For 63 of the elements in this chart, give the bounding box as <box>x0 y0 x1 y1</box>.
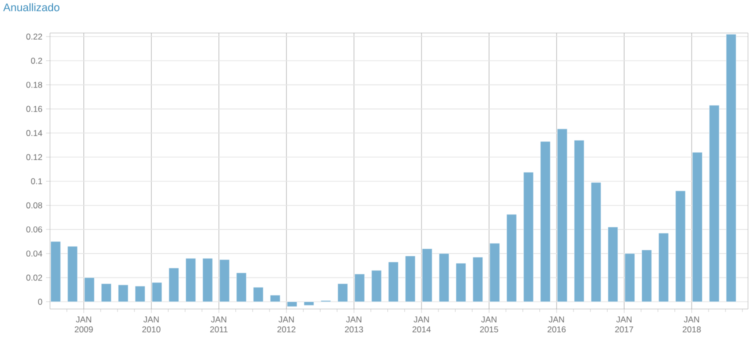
y-tick-label: 0.1 <box>31 178 42 184</box>
bar <box>152 282 162 302</box>
bar <box>101 284 112 302</box>
y-tick-label: 0 <box>38 298 42 305</box>
x-tick-label: JAN 2013 <box>344 316 364 332</box>
bar <box>118 284 128 302</box>
bar <box>50 241 61 302</box>
y-tick-label: 0.08 <box>26 202 42 208</box>
bar <box>456 263 466 302</box>
x-tick-label: JAN 2009 <box>74 316 93 332</box>
bar <box>270 294 280 302</box>
y-tick-label: 0.06 <box>26 226 42 232</box>
bar <box>642 250 652 302</box>
bar <box>388 262 398 302</box>
y-tick-label: 0.02 <box>26 274 42 281</box>
bar <box>608 226 618 302</box>
x-tick-label: JAN 2015 <box>480 316 498 332</box>
y-tick-label: 0.04 <box>26 250 42 257</box>
bar <box>574 140 584 302</box>
x-tick-label: JAN 2010 <box>142 316 160 332</box>
bar <box>338 284 348 302</box>
bar <box>472 257 483 302</box>
bar <box>371 270 382 302</box>
bar <box>354 274 365 302</box>
bar <box>506 214 517 302</box>
bar <box>557 128 568 302</box>
bar <box>523 172 534 302</box>
bar <box>726 34 736 302</box>
bar <box>186 258 196 302</box>
y-tick-label: 0.14 <box>26 130 42 136</box>
bar <box>286 302 298 307</box>
x-tick-label: JAN 2016 <box>548 316 566 332</box>
bar <box>540 141 550 302</box>
bar <box>490 243 500 302</box>
bar <box>658 232 669 302</box>
bar <box>422 248 432 302</box>
bar <box>624 253 635 302</box>
y-tick-label: 0.2 <box>31 58 42 64</box>
bar <box>168 268 179 302</box>
bar <box>67 246 78 302</box>
x-tick-label: JAN 2014 <box>412 316 431 332</box>
bar <box>304 302 314 306</box>
bar <box>405 256 416 302</box>
bar <box>709 105 720 302</box>
bar <box>219 259 230 302</box>
y-tick-label: 0.22 <box>26 34 42 40</box>
bar <box>236 272 246 302</box>
y-tick-label: 0.18 <box>26 82 42 88</box>
x-tick-label: JAN 2011 <box>210 316 228 332</box>
bar <box>202 258 213 302</box>
bar <box>134 286 146 302</box>
bar <box>253 287 264 302</box>
bar <box>692 152 702 302</box>
y-tick-label: 0.16 <box>26 106 42 112</box>
x-tick-label: JAN 2018 <box>682 316 701 332</box>
y-tick-label: 0.12 <box>26 154 42 160</box>
chart-title: Anuallizado <box>3 3 60 12</box>
bar <box>84 278 94 302</box>
bar <box>590 182 602 302</box>
x-tick-label: JAN 2012 <box>277 316 296 332</box>
bar <box>675 190 686 302</box>
x-tick-label: JAN 2017 <box>615 316 634 332</box>
bar <box>438 253 450 302</box>
